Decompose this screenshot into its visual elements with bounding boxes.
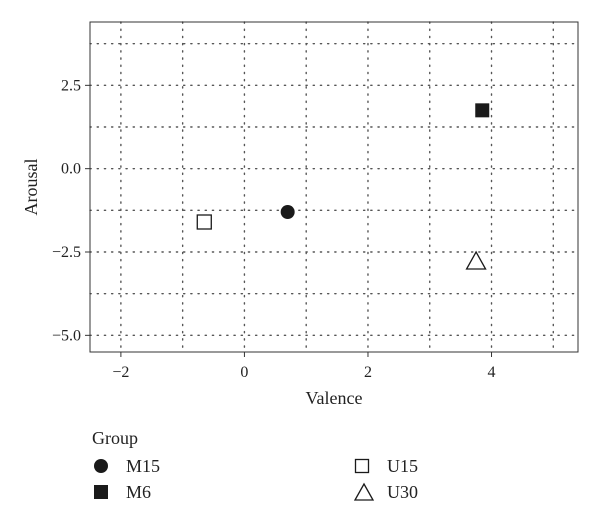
- y-tick-label: −5.0: [52, 327, 81, 344]
- y-tick-label: 0.0: [61, 161, 81, 178]
- point-m6: [475, 103, 490, 118]
- grid: [89, 21, 579, 353]
- axis-ticks: −2 0 2 4 −5.0 −2.5 0.0 2.5: [52, 77, 496, 381]
- y-axis-title: Arousal: [21, 159, 41, 216]
- x-tick-label: 4: [488, 364, 496, 381]
- legend-title: Group: [92, 428, 138, 448]
- point-m15: [280, 205, 295, 219]
- legend-label-u30: U30: [387, 482, 418, 502]
- data-points: [196, 103, 490, 270]
- y-tick-label: 2.5: [61, 77, 81, 94]
- legend-label-m6: M6: [126, 482, 152, 502]
- open-triangle-icon: [353, 482, 375, 501]
- filled-square-icon: [94, 485, 108, 499]
- x-tick-label: −2: [112, 364, 129, 381]
- x-tick-label: 0: [240, 364, 248, 381]
- plot-frame: [89, 21, 579, 353]
- point-u30: [465, 250, 487, 270]
- legend-label-m15: M15: [126, 456, 161, 476]
- open-square-icon: [354, 458, 370, 474]
- point-u15: [196, 214, 212, 230]
- x-axis-title: Valence: [306, 388, 363, 408]
- legend-label-u15: U15: [387, 456, 418, 476]
- x-tick-label: 2: [364, 364, 372, 381]
- y-tick-label: −2.5: [52, 244, 81, 261]
- filled-circle-icon: [94, 459, 108, 473]
